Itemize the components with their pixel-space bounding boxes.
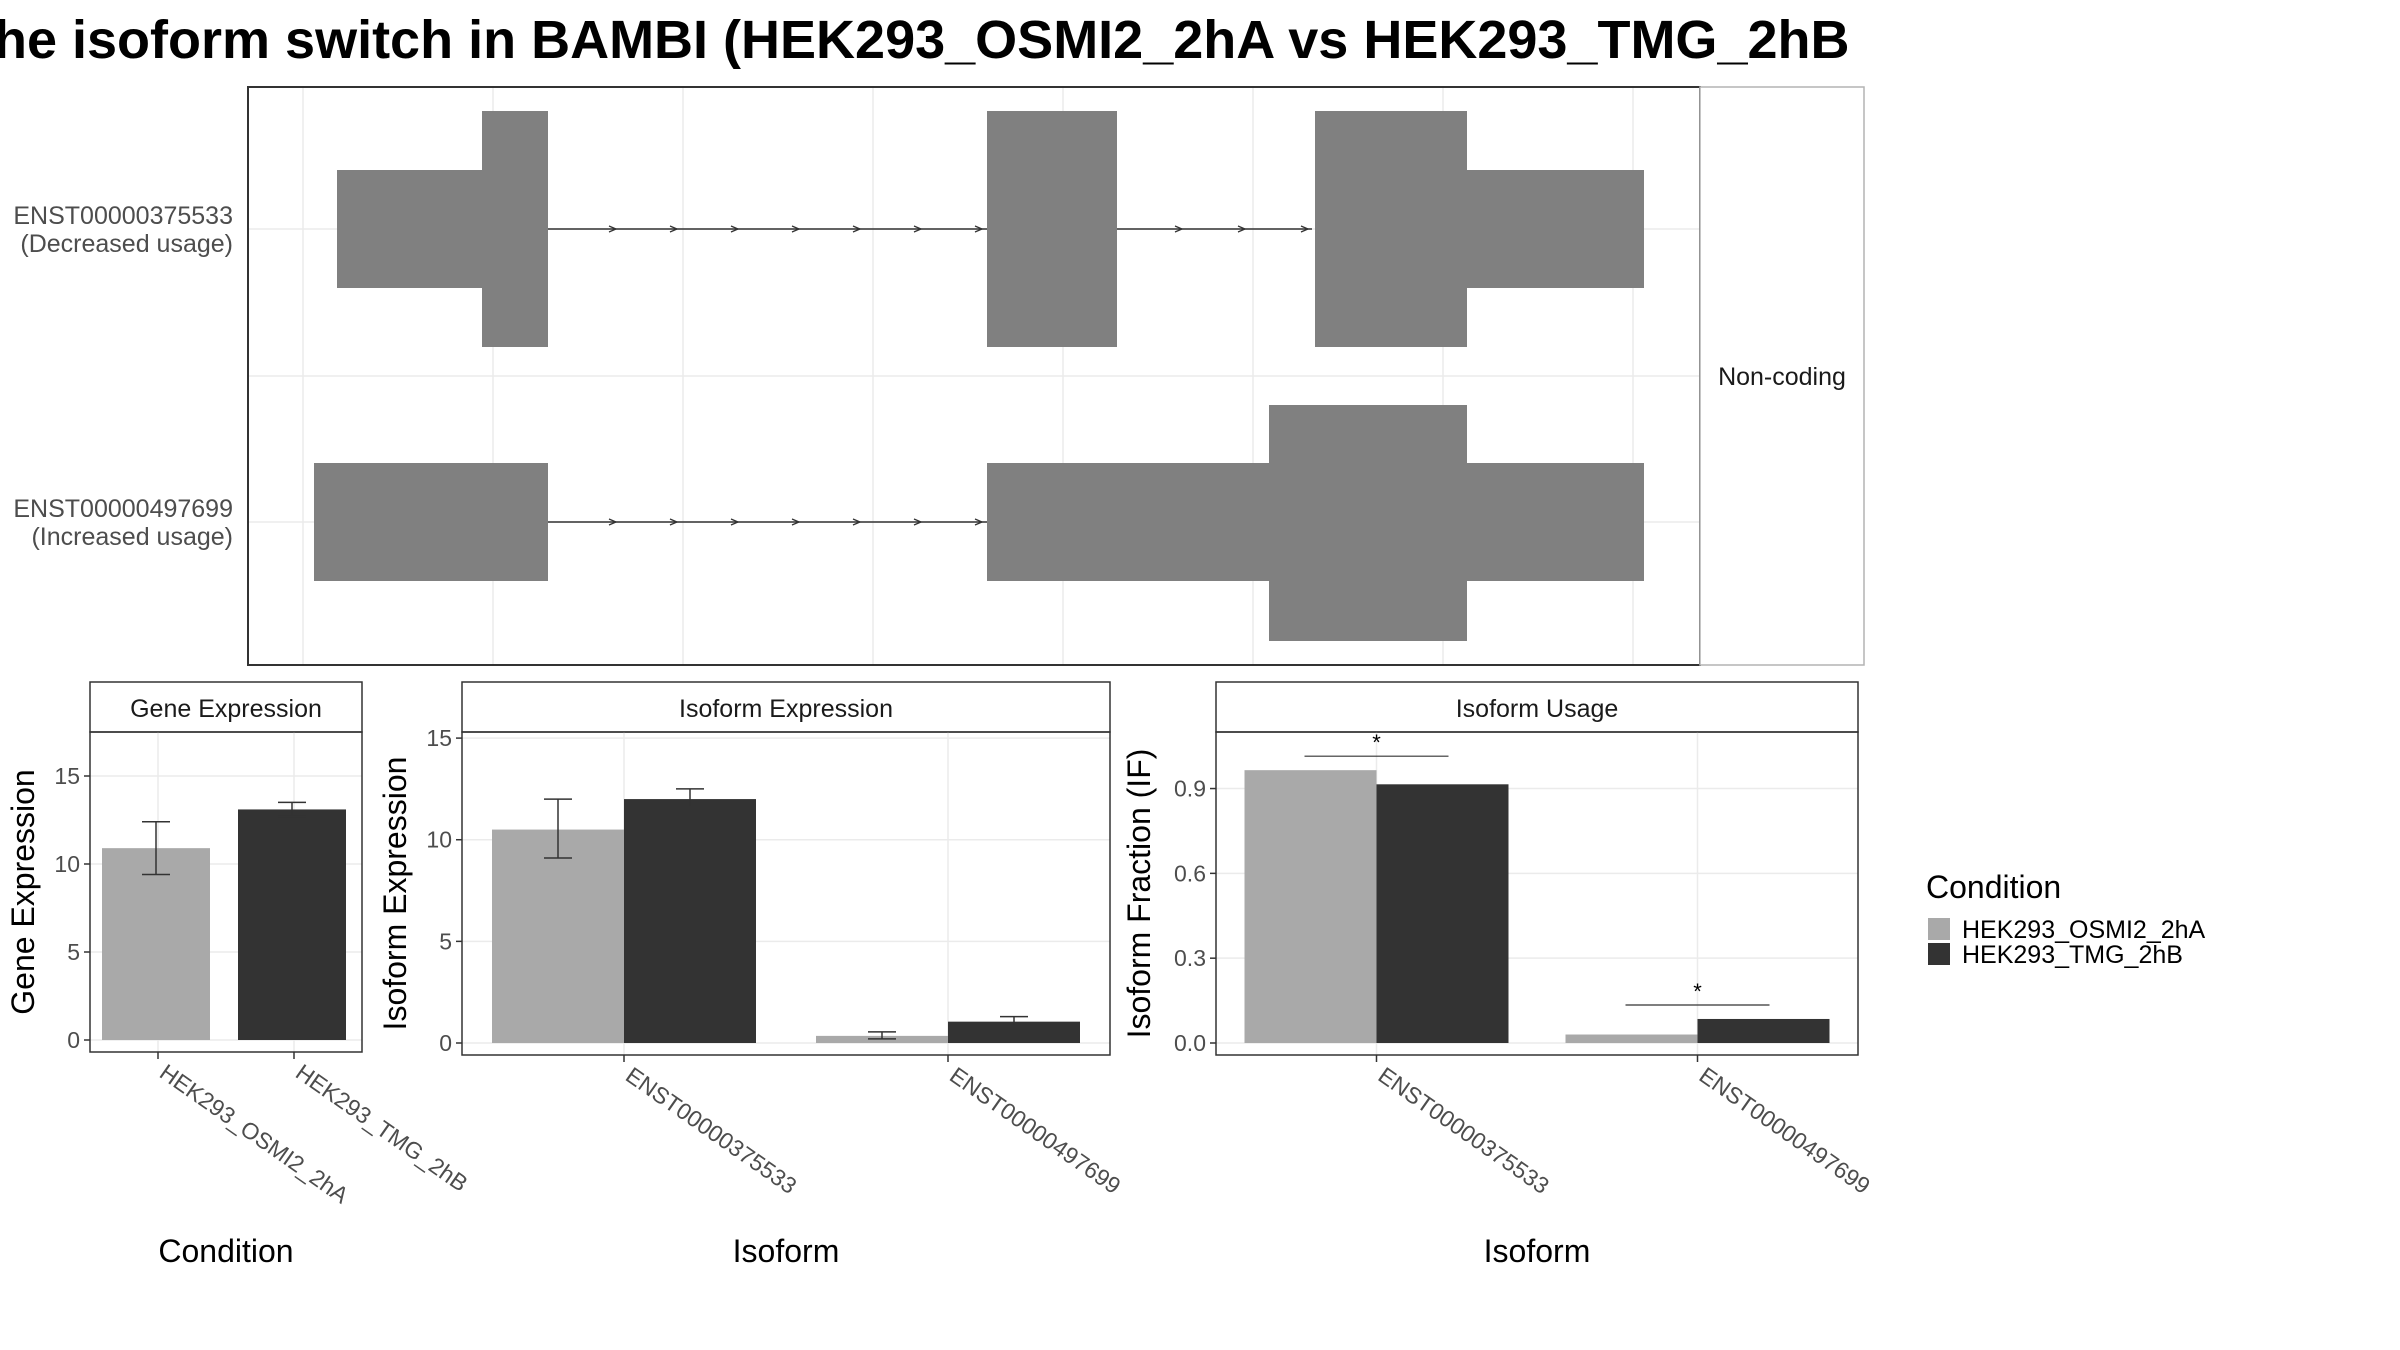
track-label-id: ENST00000497699 [13, 495, 233, 523]
y-tick-label: 0.3 [1174, 945, 1206, 971]
x-tick-label: ENST00000375533 [621, 1062, 801, 1199]
panel-border [1215, 731, 1859, 1056]
transcript-track-ENST00000375533 [337, 111, 1644, 347]
significance-marker: * [1693, 979, 1702, 1004]
bar [1244, 770, 1377, 1043]
x-axis-title: Condition [158, 1233, 293, 1269]
panel-border [89, 731, 363, 1053]
panel-strip-label: Isoform Expression [679, 695, 893, 723]
intron-arrows [608, 518, 984, 526]
y-axis-title: Isoform Fraction (IF) [1121, 749, 1157, 1039]
figure-title: he isoform switch in BAMBI (HEK293_OSMI2… [0, 10, 1850, 70]
y-axis-title: Gene Expression [5, 769, 41, 1014]
legend-swatch-osmi [1928, 918, 1950, 940]
transcript-track-ENST00000497699 [314, 405, 1644, 641]
exon-cds [482, 111, 548, 347]
x-axis-title: Isoform [733, 1233, 840, 1269]
x-tick-label: ENST00000497699 [1695, 1062, 1875, 1199]
panel-strip-label: Gene Expression [130, 695, 322, 723]
track-label-usage: (Increased usage) [31, 523, 233, 551]
y-tick-label: 10 [54, 851, 80, 877]
y-tick-label: 0.6 [1174, 860, 1206, 886]
facet-strip [1699, 86, 1865, 666]
panel-strip [89, 681, 363, 733]
bar [948, 1021, 1080, 1043]
bar [102, 848, 210, 1040]
legend: Condition HEK293_OSMI2_2hA HEK293_TMG_2h… [1926, 869, 2206, 969]
y-tick-label: 15 [54, 763, 80, 789]
exon-utr [314, 463, 548, 581]
x-axis-title: Isoform [1484, 1233, 1591, 1269]
significance-marker: * [1372, 730, 1381, 755]
exon-utr [337, 170, 482, 288]
track-label-id: ENST00000375533 [13, 202, 233, 230]
bar [1697, 1018, 1830, 1043]
exon-cds [1269, 405, 1467, 641]
track-label-usage: (Decreased usage) [20, 230, 233, 258]
bar [238, 809, 346, 1040]
x-tick-label: ENST00000375533 [1374, 1062, 1554, 1199]
bar [1376, 784, 1509, 1043]
legend-label-osmi: HEK293_OSMI2_2hA [1962, 916, 2206, 944]
y-tick-label: 15 [426, 725, 452, 751]
exon-utr [987, 463, 1269, 581]
y-tick-label: 0 [67, 1027, 80, 1053]
y-axis-title: Isoform Expression [377, 757, 413, 1031]
transcript-panel: Non-coding ENST00000375533 (Decreased us… [13, 86, 1865, 666]
y-tick-label: 0.0 [1174, 1030, 1206, 1056]
exon-cds [987, 111, 1117, 347]
exon-cds [1315, 111, 1467, 347]
y-tick-label: 5 [439, 928, 452, 954]
exon-utr [1467, 170, 1644, 288]
isoform-expression-panel: Isoform Expression 0 5 10 15 ENST00000375533 E… [377, 681, 1126, 1269]
legend-swatch-tmg [1928, 943, 1950, 965]
x-tick-label: ENST00000497699 [945, 1062, 1125, 1199]
y-tick-label: 0 [439, 1030, 452, 1056]
panel-strip-label: Isoform Usage [1456, 695, 1619, 723]
panel-strip [461, 681, 1111, 733]
bar [492, 829, 624, 1043]
y-tick-label: 0.9 [1174, 776, 1206, 802]
bar [624, 799, 756, 1043]
facet-label-noncoding: Non-coding [1718, 363, 1846, 391]
isoform-usage-panel: Isoform Usage 0.0 0.3 0.6 0.9 * * ENST000003755… [1121, 681, 1875, 1269]
exon-utr [1467, 463, 1644, 581]
panel-border [461, 731, 1111, 1056]
bar [1565, 1034, 1698, 1043]
legend-label-tmg: HEK293_TMG_2hB [1962, 941, 2183, 969]
legend-title: Condition [1926, 869, 2061, 905]
y-tick-label: 10 [426, 827, 452, 853]
y-tick-label: 5 [67, 939, 80, 965]
panel-strip [1215, 681, 1859, 733]
intron-arrows [608, 225, 1310, 233]
